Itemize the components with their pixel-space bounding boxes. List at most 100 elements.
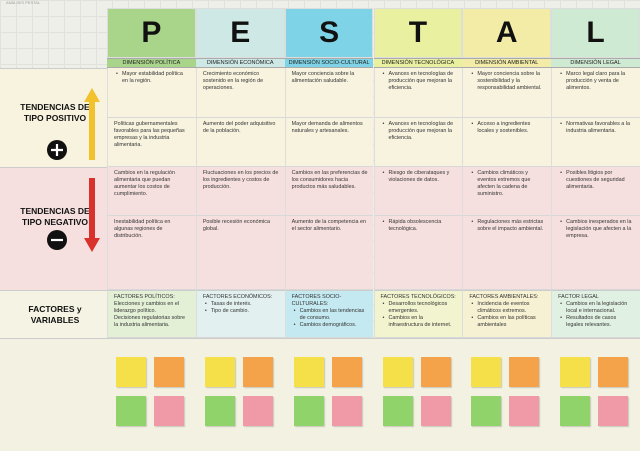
trend-cell: Regulaciones más estrictas sobre el impa… <box>462 216 552 290</box>
trend-cell: Aumento del poder adquisitivo de la pobl… <box>195 118 285 167</box>
sticky-note <box>471 396 502 426</box>
sticky-note <box>331 357 362 387</box>
trend-text: Cambios climáticos y eventos extremos qu… <box>469 170 545 198</box>
column-header: DIMENSIÓN ECONÓMICA <box>195 58 285 68</box>
sticky-note <box>154 396 184 426</box>
factors-title: FACTOR LEGAL <box>558 294 599 300</box>
trend-cell: Cambios inesperados en la legislación qu… <box>551 216 640 290</box>
column-header: DIMENSIÓN LEGAL <box>551 58 640 68</box>
sticky-note <box>509 357 540 387</box>
trend-cell: Fluctuaciones en los precios de los ingr… <box>195 167 285 216</box>
sticky-note <box>598 357 629 387</box>
sticky-note <box>204 357 235 387</box>
factors-title: FACTORES AMBIENTALES: <box>469 294 539 300</box>
sticky-note <box>116 396 146 426</box>
sticky-note <box>242 396 273 426</box>
sticky-note <box>116 357 146 387</box>
sticky-note <box>293 357 324 387</box>
trend-cell: Posibles litigios por cuestiones de segu… <box>551 167 640 216</box>
factors-title: FACTORES SOCIO-CULTURALES: <box>291 294 342 308</box>
trend-cell: Avances en tecnologías de producción que… <box>373 68 463 118</box>
factors-cell: FACTORES POLÍTICOS: Elecciones y cambios … <box>107 290 196 338</box>
row-label: TENDENCIAS DE TIPO NEGATIVO <box>20 206 90 227</box>
board-caption: ANÁLISIS PESTAL <box>6 0 41 5</box>
factor-item: Decisiones regulatorias sobre la industr… <box>114 315 186 329</box>
up-arrow <box>84 88 100 160</box>
factor-item: Cambios en la legislación local e intern… <box>558 301 634 315</box>
factor-item: Cambios demográficos. <box>292 322 368 329</box>
trend-text: Aumento del poder adquisitivo de la pobl… <box>202 121 276 135</box>
trend-cell: Inestabilidad política en algunas region… <box>107 216 196 290</box>
trend-icons <box>47 88 100 252</box>
column-header: DIMENSIÓN POLÍTICA <box>107 58 196 68</box>
factors-title: FACTORES TECNOLÓGICOS: <box>380 294 456 300</box>
column-letter: S <box>284 8 374 58</box>
sticky-note <box>293 396 324 426</box>
trend-text: Riesgo de ciberataques y violaciones de … <box>381 170 457 184</box>
sticky-note <box>471 357 502 387</box>
column-letter: L <box>551 8 640 58</box>
column-letter: P <box>107 8 196 58</box>
sticky-note <box>509 396 540 426</box>
trend-text: Cambios en la regulación alimentaria que… <box>114 170 175 198</box>
trend-text: Fluctuaciones en los precios de los ingr… <box>202 170 279 191</box>
trend-text: Mayor conciencia sobre la sostenibilidad… <box>469 71 545 92</box>
trend-text: Cambios en las preferencias de los consu… <box>291 170 368 191</box>
sticky-note <box>560 357 591 387</box>
trend-text: Mayor conciencia sobre la alimentación s… <box>291 71 355 85</box>
column-letter: E <box>195 8 285 58</box>
trend-cell: Cambios climáticos y eventos extremos qu… <box>462 167 552 216</box>
factors-band <box>0 290 107 338</box>
trend-text: Avances en tecnologías de producción que… <box>381 121 457 142</box>
trend-text: Posible recesión económica global. <box>202 219 270 233</box>
trend-cell: Mayor conciencia sobre la sostenibilidad… <box>462 68 552 118</box>
trend-text: Mayor estabilidad política en la región. <box>114 71 190 85</box>
trend-cell: Crecimiento económico sostenido en la re… <box>195 68 285 118</box>
sticky-note <box>420 357 451 387</box>
trend-cell: Riesgo de ciberataques y violaciones de … <box>373 167 463 216</box>
factor-item: Cambios en las tendencias de consumo. <box>292 308 368 322</box>
trend-cell: Marco legal claro para la producción y v… <box>551 68 640 118</box>
column-letter: A <box>462 8 552 58</box>
factor-item: Tipo de cambio. <box>203 308 279 315</box>
column-header: DIMENSIÓN TECNOLÓGICA <box>373 58 463 68</box>
trend-text: Regulaciones más estrictas sobre el impa… <box>469 219 545 233</box>
trend-text: Crecimiento económico sostenido en la re… <box>202 71 264 92</box>
trend-cell: Normativas favorables a la industria ali… <box>551 118 640 167</box>
factor-item: Cambios en las políticas ambientales <box>469 315 545 329</box>
sticky-note <box>598 396 629 426</box>
trend-cell: Acceso a ingredientes locales y sostenib… <box>462 118 552 167</box>
factors-cell: FACTORES TECNOLÓGICOS:Desarrollos tecnol… <box>373 290 463 338</box>
notes-band <box>0 338 640 451</box>
trend-text: Políticas gubernamentales favorables par… <box>114 121 185 149</box>
row-label: TENDENCIAS DE TIPO POSITIVO <box>20 102 90 123</box>
trend-cell: Aumento de la competencia en el sector a… <box>284 216 374 290</box>
factors-title: FACTORES ECONÓMICOS: <box>202 294 273 300</box>
column-header: DIMENSIÓN SOCIO-CULTURAL <box>284 58 374 68</box>
factors-title: FACTORES POLÍTICOS: <box>114 294 175 300</box>
trend-text: Rápida obsolescencia tecnológica. <box>381 219 457 233</box>
factor-item: Tasas de interés. <box>203 301 279 308</box>
sticky-note <box>331 396 362 426</box>
trend-text: Aumento de la competencia en el sector a… <box>291 219 366 233</box>
trend-cell: Posible recesión económica global. <box>195 216 285 290</box>
trend-text: Normativas favorables a la industria ali… <box>558 121 634 135</box>
trend-text: Avances en tecnologías de producción que… <box>381 71 457 92</box>
factor-item: Resultados de casos legales relevantes. <box>558 315 634 329</box>
trend-cell: Cambios en las preferencias de los consu… <box>284 167 374 216</box>
factors-cell: FACTORES AMBIENTALES:Incidencia de event… <box>462 290 552 338</box>
plus-sign <box>51 144 63 156</box>
sticky-note <box>560 396 591 426</box>
trend-cell: Mayor estabilidad política en la región. <box>107 68 196 118</box>
column-letter: T <box>373 8 463 58</box>
trend-text: Cambios inesperados en la legislación qu… <box>558 219 634 240</box>
factor-item: Incidencia de eventos climáticos extremo… <box>469 301 545 315</box>
trend-cell: Avances en tecnologías de producción que… <box>373 118 463 167</box>
factors-cell: FACTOR LEGALCambios en la legislación lo… <box>551 290 640 338</box>
sticky-note <box>420 396 451 426</box>
trend-cell: Cambios en la regulación alimentaria que… <box>107 167 196 216</box>
factor-item: Elecciones y cambios en el liderazgo pol… <box>114 301 180 315</box>
trend-text: Acceso a ingredientes locales y sostenib… <box>469 121 545 135</box>
sticky-note <box>382 396 413 426</box>
